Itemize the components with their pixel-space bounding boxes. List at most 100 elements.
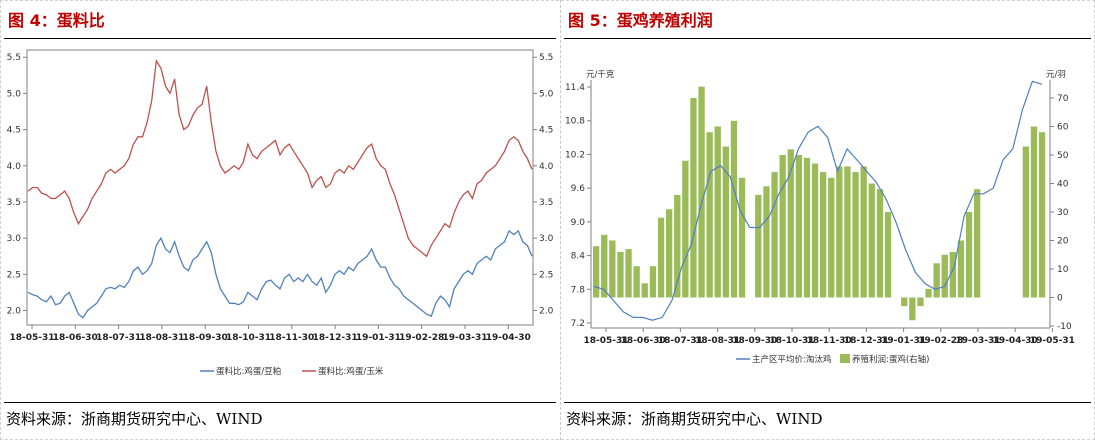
y-right-tick-label: 30 bbox=[1057, 208, 1069, 218]
profit-bar bbox=[682, 160, 689, 298]
y-tick-label: 4.0 bbox=[7, 162, 22, 172]
x-tick-label: 19-04-30 bbox=[486, 333, 531, 343]
y-tick-label: 3.5 bbox=[7, 198, 21, 208]
profit-bar bbox=[1038, 132, 1046, 298]
y-right-tick-label: 10 bbox=[1057, 265, 1069, 275]
y-right-tick-label: 40 bbox=[1057, 180, 1069, 190]
y-right-tick-label: 50 bbox=[1057, 151, 1069, 161]
title-divider bbox=[564, 38, 1091, 39]
y-right-tick-label: 20 bbox=[1057, 237, 1069, 247]
y2-tick-label: 3.5 bbox=[539, 198, 553, 208]
title-divider bbox=[4, 38, 556, 39]
x-tick-label: 19-02-28 bbox=[918, 336, 963, 346]
legend-swatch-bar bbox=[840, 354, 850, 363]
y-tick-label: 2.0 bbox=[7, 307, 22, 317]
profit-bar bbox=[828, 177, 835, 298]
profit-bar bbox=[625, 249, 632, 298]
source-divider bbox=[4, 402, 556, 403]
profit-bar bbox=[811, 163, 819, 298]
egg-feed-ratio-chart: 5.5 5.0 4.5 4.0 3.5 3.0 2.5 2.0 5.5 5.0 4.5 4.0 3.5 3… bbox=[7, 49, 554, 377]
y-left-tick-label: 9.0 bbox=[571, 218, 586, 228]
x-tick-label: 19-04-30 bbox=[993, 336, 1038, 346]
plot-area bbox=[26, 49, 534, 326]
profit-bar bbox=[941, 254, 948, 298]
y-left-tick-label: 7.8 bbox=[571, 285, 586, 295]
profit-bar bbox=[884, 212, 892, 298]
x-tick-label: 19-03-31 bbox=[442, 333, 487, 343]
x-tick-label: 18-10-31 bbox=[769, 336, 814, 346]
x-tick-label: 19-02-28 bbox=[399, 333, 444, 343]
profit-bar bbox=[974, 189, 981, 298]
profit-bar bbox=[957, 240, 965, 298]
x-tick-label: 18-09-30 bbox=[183, 333, 228, 343]
chart-title: 图 4：蛋料比 bbox=[8, 11, 105, 30]
chart-title: 图 5：蛋鸡养殖利润 bbox=[568, 11, 713, 30]
y-left-tick-label: 10.2 bbox=[565, 150, 585, 160]
x-tick-label: 18-05-31 bbox=[9, 333, 54, 343]
profit-bar bbox=[609, 240, 616, 298]
profit-bar bbox=[706, 132, 713, 298]
y2-tick-label: 3.0 bbox=[539, 234, 554, 244]
y2-tick-label: 5.5 bbox=[539, 53, 553, 63]
profit-bar bbox=[901, 297, 908, 307]
profit-bar bbox=[779, 155, 786, 298]
profit-bar bbox=[771, 172, 778, 298]
profit-bar bbox=[1030, 126, 1038, 298]
panel-egg-feed-ratio: 图 4：蛋料比 5.5 5.0 4.5 4.0 3.5 3.0 2.5 2.0 5.5 5.0 4.… bbox=[4, 11, 556, 428]
series-line-1 bbox=[27, 59, 533, 258]
legend-label: 蛋料比:鸡蛋/豆粕 bbox=[216, 366, 281, 377]
profit-bar bbox=[868, 183, 875, 298]
profit-bar bbox=[633, 266, 640, 298]
y2-tick-label: 2.5 bbox=[539, 270, 553, 280]
y-tick-label: 2.5 bbox=[7, 270, 21, 280]
profit-bar bbox=[876, 189, 884, 298]
y-left-tick-label: 10.8 bbox=[565, 117, 585, 127]
x-tick-label: 18-10-31 bbox=[226, 333, 271, 343]
panel-separator bbox=[560, 0, 561, 440]
profit-bar bbox=[601, 234, 608, 298]
profit-bar bbox=[803, 157, 811, 298]
profit-bar bbox=[593, 246, 600, 298]
left-unit-label: 元/千克 bbox=[586, 69, 615, 80]
profit-bar bbox=[763, 186, 770, 298]
y-left-tick-label: 7.2 bbox=[571, 319, 585, 329]
y2-tick-label: 4.0 bbox=[539, 162, 554, 172]
x-tick-label: 18-09-30 bbox=[732, 336, 777, 346]
profit-bar bbox=[698, 86, 705, 298]
legend-label: 蛋料比:鸡蛋/玉米 bbox=[318, 366, 384, 377]
y-tick-label: 4.5 bbox=[7, 126, 21, 136]
data-source: 资料来源：浙商期货研究中心、WIND bbox=[6, 410, 263, 428]
profit-bar bbox=[909, 297, 916, 321]
series-line-cull-hen-price bbox=[593, 80, 1043, 321]
source-divider bbox=[564, 402, 1091, 403]
profit-bar bbox=[965, 212, 973, 298]
profit-bar bbox=[852, 172, 859, 298]
x-tick-label: 18-06-30 bbox=[53, 333, 98, 343]
y-right-tick-label: 70 bbox=[1057, 94, 1069, 104]
profit-bar bbox=[617, 251, 624, 298]
profit-bar bbox=[917, 297, 924, 307]
profit-bar bbox=[933, 263, 940, 298]
legend-label: 主产区平均价:淘汰鸡 bbox=[752, 354, 831, 365]
y-left-tick-label: 8.4 bbox=[571, 252, 586, 262]
profit-bar bbox=[722, 146, 729, 298]
y-left-tick-label: 11.4 bbox=[565, 83, 585, 93]
y-tick-label: 3.0 bbox=[7, 234, 22, 244]
x-tick-label: 18-07-31 bbox=[658, 336, 703, 346]
profit-bar bbox=[860, 166, 867, 298]
profit-bar bbox=[714, 126, 721, 298]
profit-bar bbox=[657, 217, 665, 298]
profit-bar bbox=[836, 166, 843, 298]
x-tick-label: 18-11-30 bbox=[269, 333, 314, 343]
legend-label: 养殖利润:蛋鸡(右轴) bbox=[852, 354, 930, 365]
x-tick-label: 18-12-31 bbox=[844, 336, 889, 346]
profit-bar bbox=[1022, 146, 1029, 298]
y-right-tick-label: 0 bbox=[1057, 294, 1063, 304]
right-unit-label: 元/羽 bbox=[1046, 70, 1066, 80]
x-tick-label: 18-07-31 bbox=[96, 333, 141, 343]
x-tick-label: 18-11-30 bbox=[807, 336, 852, 346]
panel-layer-profit: 图 5：蛋鸡养殖利润 元/千克 元/羽 11.4 10.8 10.2 9.6 9.0 8.4 7… bbox=[560, 0, 1095, 440]
x-tick-label: 18-08-31 bbox=[139, 333, 184, 343]
layer-profit-chart: 元/千克 元/羽 11.4 10.8 10.2 9.6 9.0 8.4 7.8 7.2 70 60 50… bbox=[565, 69, 1075, 365]
profit-bar bbox=[690, 98, 697, 298]
